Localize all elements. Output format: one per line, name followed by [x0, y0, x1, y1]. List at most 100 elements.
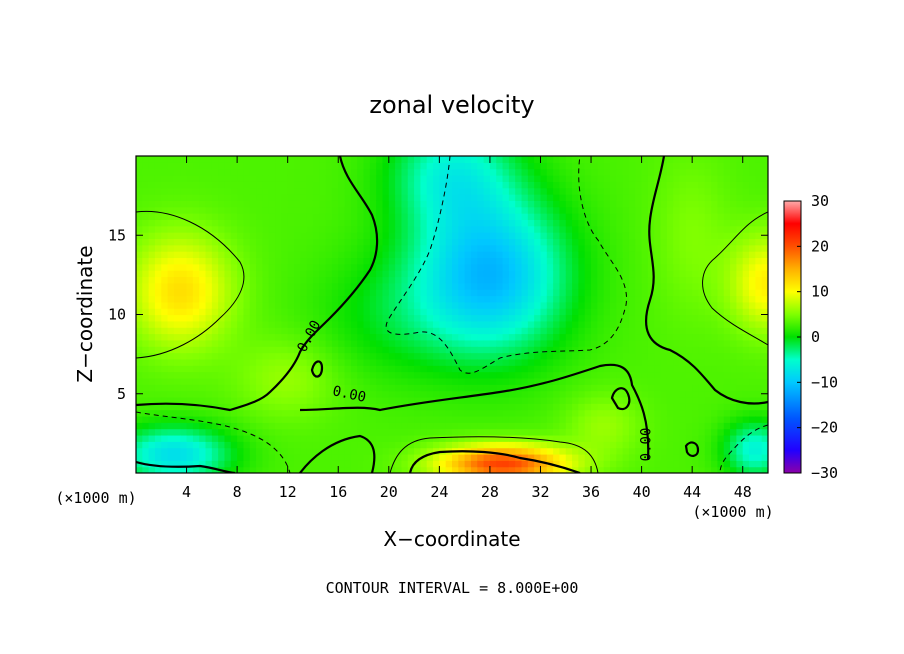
heatmap-cell [224, 301, 232, 309]
heatmap-cell [628, 219, 636, 227]
heatmap-cell [717, 238, 725, 246]
heatmap-cell [470, 422, 478, 430]
heatmap-cell [167, 434, 175, 442]
heatmap-cell [382, 251, 390, 259]
heatmap-cell [647, 346, 655, 354]
heatmap-cell [458, 434, 466, 442]
heatmap-cell [357, 244, 365, 252]
heatmap-cell [407, 403, 415, 411]
heatmap-cell [489, 270, 497, 278]
heatmap-cell [559, 175, 567, 182]
heatmap-cell [584, 244, 592, 252]
heatmap-cell [470, 232, 478, 240]
heatmap-cell [515, 219, 523, 227]
heatmap-cell [685, 384, 693, 392]
heatmap-cell [312, 365, 320, 373]
heatmap-cell [470, 466, 478, 473]
heatmap-cell [584, 384, 592, 392]
heatmap-cell [502, 238, 510, 246]
heatmap-cell [654, 194, 662, 201]
heatmap-cell [723, 162, 731, 170]
heatmap-cell [205, 206, 213, 214]
heatmap-cell [154, 447, 162, 455]
heatmap-cell [622, 308, 630, 316]
heatmap-cell [218, 314, 226, 322]
heatmap-cell [180, 314, 188, 322]
heatmap-cell [572, 257, 579, 265]
heatmap-cell [357, 219, 365, 227]
heatmap-cell [350, 339, 358, 347]
heatmap-cell [622, 346, 630, 354]
heatmap-cell [167, 390, 175, 398]
heatmap-cell [685, 257, 693, 265]
heatmap-cell [679, 333, 687, 341]
heatmap-cell [452, 339, 459, 347]
heatmap-cell [572, 276, 579, 284]
heatmap-cell [736, 377, 744, 385]
heatmap-cell [268, 422, 276, 430]
heatmap-cell [382, 295, 390, 303]
heatmap-cell [704, 453, 712, 461]
heatmap-cell [142, 263, 150, 271]
heatmap-cell [572, 314, 579, 322]
heatmap-cell [508, 200, 516, 208]
heatmap-cell [502, 200, 510, 208]
heatmap-cell [407, 257, 415, 265]
heatmap-cell [395, 466, 403, 473]
heatmap-cell [736, 415, 744, 423]
heatmap-cell [218, 447, 226, 455]
heatmap-cell [489, 441, 497, 449]
heatmap-cell [142, 225, 150, 233]
heatmap-cell [761, 206, 768, 214]
heatmap-cell [572, 156, 579, 163]
heatmap-cell [755, 422, 763, 430]
heatmap-cell [249, 200, 257, 208]
heatmap-cell [142, 358, 150, 366]
heatmap-cell [458, 441, 466, 449]
heatmap-cell [685, 301, 693, 309]
heatmap-cell [572, 308, 579, 316]
heatmap-cell [553, 314, 561, 322]
heatmap-cell [540, 213, 548, 220]
heatmap-cell [553, 244, 561, 252]
heatmap-cell [603, 365, 611, 373]
heatmap-cell [331, 434, 339, 442]
heatmap-cell [439, 320, 447, 328]
heatmap-cell [458, 320, 466, 328]
heatmap-cell [496, 346, 504, 354]
heatmap-cell [698, 358, 706, 366]
heatmap-cell [452, 377, 459, 385]
heatmap-cell [294, 320, 301, 328]
heatmap-cell [414, 206, 421, 214]
heatmap-cell [483, 396, 491, 404]
heatmap-cell [350, 460, 358, 468]
heatmap-cell [173, 371, 181, 379]
heatmap-cell [338, 441, 346, 449]
heatmap-cell [610, 244, 617, 252]
heatmap-cell [173, 232, 181, 240]
heatmap-cell [382, 460, 390, 468]
heatmap-cell [186, 409, 194, 417]
heatmap-cell [249, 162, 257, 170]
heatmap-cell [597, 358, 605, 366]
heatmap-cell [262, 308, 270, 316]
heatmap-cell [521, 162, 529, 170]
heatmap-cell [199, 289, 207, 297]
heatmap-cell [369, 339, 377, 347]
heatmap-cell [603, 434, 611, 442]
heatmap-cell [230, 428, 238, 436]
heatmap-cell [717, 200, 725, 208]
heatmap-cell [154, 434, 162, 442]
heatmap-cell [395, 244, 403, 252]
heatmap-cell [382, 219, 390, 227]
heatmap-cell [521, 346, 529, 354]
heatmap-cell [470, 175, 478, 182]
heatmap-cell [483, 441, 491, 449]
heatmap-cell [376, 384, 384, 392]
heatmap-cell [275, 232, 282, 240]
heatmap-cell [167, 181, 175, 189]
heatmap-cell [534, 314, 542, 322]
heatmap-cell [660, 460, 668, 468]
heatmap-cell [654, 244, 662, 252]
heatmap-cell [641, 232, 649, 240]
